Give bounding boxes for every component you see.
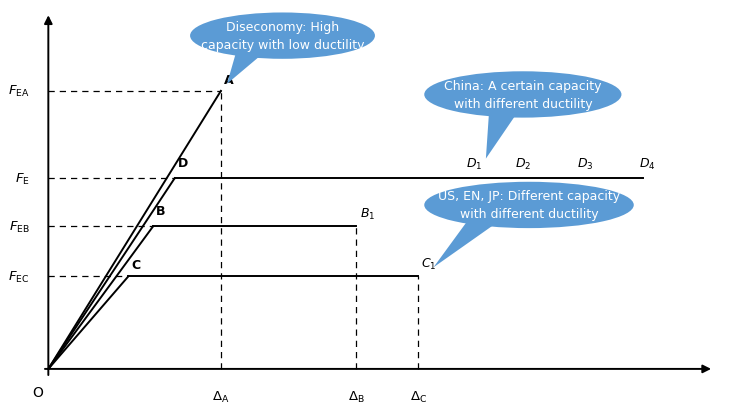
Text: $D_3$: $D_3$ [577, 156, 593, 171]
Polygon shape [434, 210, 499, 267]
Ellipse shape [424, 72, 621, 118]
Text: B: B [156, 205, 165, 218]
Text: Diseconomy: High
capacity with low ductility: Diseconomy: High capacity with low ducti… [200, 21, 364, 52]
Text: $D_4$: $D_4$ [639, 156, 655, 171]
Text: $D_1$: $D_1$ [466, 156, 483, 171]
Ellipse shape [424, 182, 634, 229]
Text: $C_1$: $C_1$ [421, 256, 437, 271]
Text: China: A certain capacity
with different ductility: China: A certain capacity with different… [444, 80, 601, 111]
Text: D: D [178, 157, 188, 170]
Text: $F_{\mathrm{EC}}$: $F_{\mathrm{EC}}$ [9, 269, 30, 284]
Text: C: C [131, 258, 141, 271]
Polygon shape [486, 106, 519, 159]
Text: A: A [224, 73, 233, 86]
Text: $B_1$: $B_1$ [359, 207, 375, 221]
Text: $\Delta_{\mathrm{B}}$: $\Delta_{\mathrm{B}}$ [348, 389, 365, 404]
Text: $\Delta_{\mathrm{A}}$: $\Delta_{\mathrm{A}}$ [212, 389, 230, 404]
Text: $D_2$: $D_2$ [515, 156, 531, 171]
Text: $\Delta_{\mathrm{C}}$: $\Delta_{\mathrm{C}}$ [410, 389, 426, 404]
Text: $F_{\mathrm{E}}$: $F_{\mathrm{E}}$ [15, 171, 30, 187]
Text: O: O [32, 385, 43, 399]
Text: $F_{\mathrm{EB}}$: $F_{\mathrm{EB}}$ [9, 219, 30, 234]
Text: US, EN, JP: Different capacity
with different ductility: US, EN, JP: Different capacity with diff… [438, 190, 620, 221]
Polygon shape [227, 43, 265, 85]
Text: $F_{\mathrm{EA}}$: $F_{\mathrm{EA}}$ [8, 84, 30, 99]
Ellipse shape [190, 13, 375, 60]
